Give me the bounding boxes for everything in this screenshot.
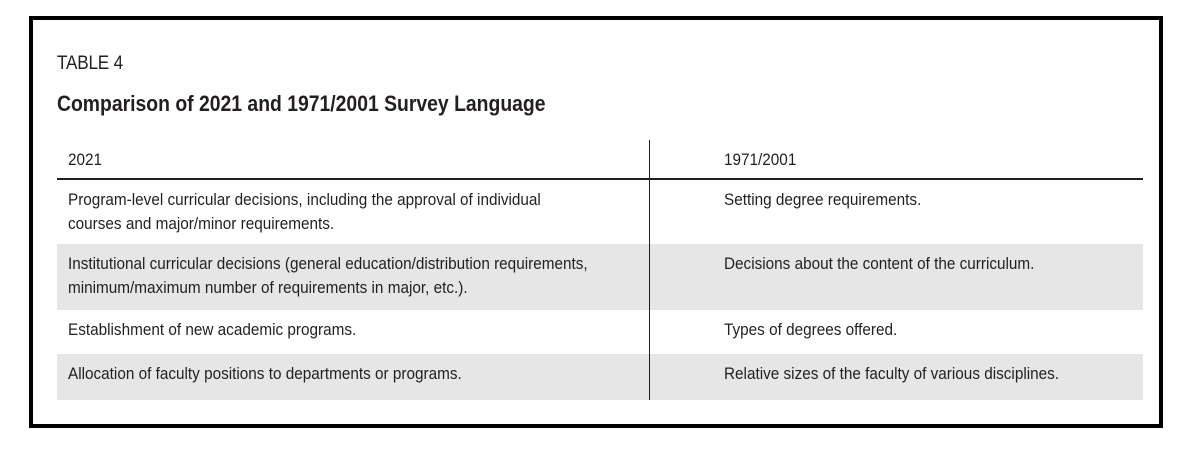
cell-2021: Institutional curricular decisions (gene… — [68, 252, 588, 300]
cell-1971-2001: Setting degree requirements. — [724, 190, 922, 209]
table-number: TABLE 4 — [57, 53, 123, 74]
cell-line: Establishment of new academic programs. — [68, 320, 357, 339]
table-row: Program-level curricular decisions, incl… — [57, 180, 1143, 244]
table-frame — [29, 16, 1163, 428]
table-row: Establishment of new academic programs. … — [57, 310, 1143, 354]
comparison-table: 2021 1971/2001 Program-level curricular … — [57, 140, 1143, 400]
table-row: Allocation of faculty positions to depar… — [57, 354, 1143, 400]
cell-line: Program-level curricular decisions, incl… — [68, 190, 541, 209]
cell-2021: Program-level curricular decisions, incl… — [68, 188, 541, 236]
column-divider — [649, 140, 650, 400]
header-2021: 2021 — [68, 150, 103, 169]
cell-2021: Allocation of faculty positions to depar… — [68, 362, 462, 386]
cell-line: courses and major/minor requirements. — [68, 214, 335, 233]
table-row: Institutional curricular decisions (gene… — [57, 244, 1143, 310]
table-header-row: 2021 1971/2001 — [57, 140, 1143, 180]
cell-1971-2001: Types of degrees offered. — [724, 320, 898, 339]
cell-line: Institutional curricular decisions (gene… — [68, 254, 588, 273]
cell-1971-2001: Decisions about the content of the curri… — [724, 254, 1035, 273]
cell-2021: Establishment of new academic programs. — [68, 318, 356, 342]
cell-line: minimum/maximum number of requirements i… — [68, 278, 468, 297]
table-title: Comparison of 2021 and 1971/2001 Survey … — [57, 91, 546, 116]
cell-1971-2001: Relative sizes of the faculty of various… — [724, 364, 1060, 383]
cell-line: Allocation of faculty positions to depar… — [68, 364, 462, 383]
header-1971-2001: 1971/2001 — [724, 150, 797, 169]
